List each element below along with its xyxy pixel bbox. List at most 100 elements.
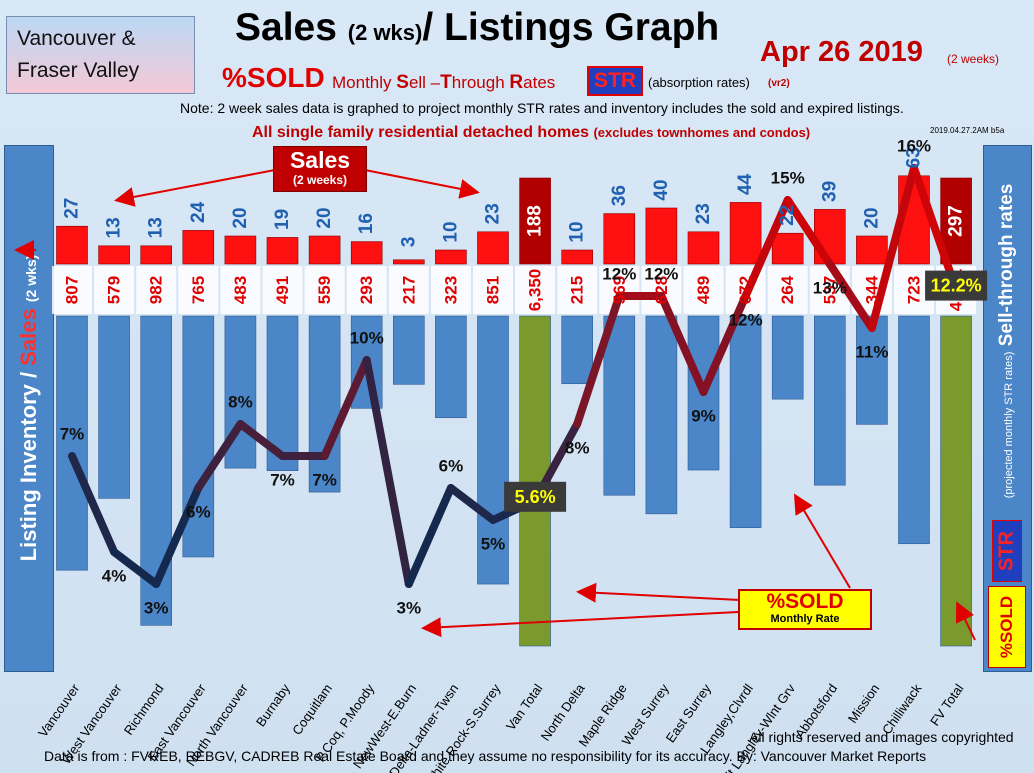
value-band-east-vancouver (178, 266, 219, 314)
sales-value-label-mission: 20 (861, 207, 882, 228)
sales-value-label-newwest-e-burn: 3 (398, 237, 419, 248)
category-label-burnaby: Burnaby (253, 681, 293, 730)
pct-sold-heading: %SOLD (222, 62, 325, 93)
sales-bar-newwest-e-burn (392, 259, 425, 265)
sales-value-label-chilliwack: 63 (904, 147, 925, 168)
sales-value-label-delta-ladner-twsn: 10 (440, 221, 461, 242)
sold-value-label-langley-clvrdl: 12% (729, 311, 763, 330)
sold-value-label-vancouver: 7% (60, 425, 85, 444)
inventory-value-label-newwest-e-burn: 217 (399, 276, 418, 304)
sold-value-label-burnaby: 7% (270, 471, 295, 490)
value-band-richmond (136, 266, 177, 314)
inventory-bar-white-rock-s-surrey (477, 315, 509, 585)
sold-line-segment-north-delta (573, 292, 624, 428)
sold-line-segment-mission (867, 164, 918, 332)
value-band-east-surrey (683, 266, 724, 314)
value-band-van-total (515, 266, 556, 314)
sales-callout-arrow-left (114, 169, 276, 207)
sold-line-segment-langley-clvrdl (741, 196, 792, 300)
inventory-value-label-east-vancouver: 765 (189, 276, 208, 304)
inventory-value-label-north-vancouver: 483 (231, 276, 250, 304)
chart-title: Sales (2 wks)/ Listings Graph (235, 6, 719, 50)
sold-value-label-north-delta: 8% (565, 439, 590, 458)
value-band-north-vancouver (220, 266, 261, 314)
sold-value-label-coquitlam: 7% (312, 471, 337, 490)
sold-value-label-west-surrey: 12% (644, 265, 678, 284)
title-small: (2 wks) (347, 20, 423, 45)
report-date-note: (2 weeks) (947, 52, 1000, 66)
sales-bar-west-vancouver (98, 245, 130, 265)
sales-value-label-east-vancouver: 24 (188, 201, 209, 223)
sold-line-segment-chilliwack (910, 164, 961, 294)
sales-value-label-vancouver: 27 (62, 198, 83, 219)
inventory-value-label-langley-clvrdl: 672 (736, 276, 755, 304)
sold-value-label-newwest-e-burn: 3% (397, 599, 422, 618)
inventory-value-label-p-coq-p-moody: 293 (357, 276, 376, 304)
category-label-van-total: Van Total (503, 681, 546, 733)
sales-bar-langley-clvrdl (729, 202, 762, 265)
sold-line-segment-north-vancouver (236, 420, 287, 460)
inventory-bar-vancouver (56, 315, 88, 571)
sales-bar-east-surrey (687, 231, 720, 265)
inventory-bar-chilliwack (898, 315, 930, 545)
inventory-bar-fv-total (940, 315, 972, 647)
sales-bar-p-coq-p-moody (350, 241, 383, 265)
value-band-west-surrey (641, 266, 682, 314)
sales-bar-white-rock-s-surrey (477, 231, 509, 265)
sales-bar-north-delta (561, 249, 594, 265)
sales-value-label-burnaby: 19 (272, 209, 293, 230)
sales-value-label-white-rock-s-surrey: 23 (483, 203, 504, 224)
sales-value-label-van-total: 188 (525, 205, 546, 237)
sales-value-label-p-coq-p-moody: 16 (356, 213, 377, 234)
inventory-value-label-richmond: 982 (147, 276, 166, 304)
sales-bar-maple-ridge (603, 213, 636, 265)
data-source-note: Data is from : FVREB, REBGV, CADREB Real… (44, 748, 927, 764)
sold-line-segment-newwest-e-burn (404, 484, 455, 588)
sold-total-box-van-total (504, 481, 567, 512)
left-axis-panel: Listing Inventory / Sales (2 wks) (4, 145, 54, 672)
sales-value-label-richmond: 13 (146, 217, 167, 238)
sales-callout: Sales (2 weeks) (273, 146, 367, 192)
region-line-2: Fraser Valley (17, 59, 140, 82)
sold-value-label-east-vancouver: 6% (186, 503, 211, 522)
sales-bar-north-vancouver (224, 235, 257, 265)
report-date: Apr 26 2019 (760, 36, 923, 68)
sales-value-label-abbotsford: 39 (819, 181, 840, 202)
inventory-bar-coquitlam (308, 315, 341, 493)
inventory-value-label-maple-ridge: 569 (610, 276, 629, 304)
inventory-value-label-delta-ladner-twsn: 323 (441, 276, 460, 304)
sales-callout-arrow-right (364, 169, 480, 199)
inventory-bar-newwest-e-burn (392, 315, 425, 385)
right-axis-str-badge: STR (992, 520, 1022, 582)
sold-value-label-ft-langley-wlnt-grv: 15% (771, 169, 805, 188)
title-main: Sales (235, 6, 348, 49)
sold-line-segment-vancouver (68, 452, 119, 556)
value-band-white-rock-s-surrey (473, 266, 513, 314)
inventory-bar-ft-langley-wlnt-grv (771, 315, 804, 400)
category-label-fv-total: FV Total (927, 681, 967, 729)
value-band-p-coq-p-moody (346, 266, 387, 314)
sold-line-segment-richmond (152, 484, 203, 588)
sold-callout-arrow-left (421, 611, 739, 638)
value-band-north-delta (557, 266, 598, 314)
sold-line-segment-east-surrey (699, 292, 750, 396)
sold-value-label-maple-ridge: 12% (602, 265, 636, 284)
inventory-value-label-abbotsford: 537 (820, 276, 839, 304)
inventory-bar-north-delta (561, 315, 594, 385)
monthly-sell-through-heading: Monthly Sell –Through Rates (332, 72, 556, 93)
region-label-box: Vancouver & Fraser Valley (6, 16, 195, 94)
sales-value-label-east-surrey: 23 (693, 203, 714, 224)
sold-line-segment-ft-langley-wlnt-grv (783, 196, 834, 268)
sold-value-label-fv-total: 12.2% (931, 276, 982, 296)
inventory-value-label-west-vancouver: 579 (105, 276, 124, 304)
sales-bar-burnaby (266, 237, 299, 265)
inventory-value-label-coquitlam: 559 (315, 276, 334, 304)
sales-value-label-coquitlam: 20 (314, 207, 335, 228)
category-label-vancouver: Vancouver (35, 681, 83, 740)
sold-callout-arrow-total (576, 582, 741, 603)
sold-line-segment-p-coq-p-moody (362, 356, 413, 588)
str-badge: STR (587, 66, 643, 96)
sold-rate-callout: %SOLD Monthly Rate (738, 589, 872, 630)
sales-bar-delta-ladner-twsn (435, 249, 467, 265)
